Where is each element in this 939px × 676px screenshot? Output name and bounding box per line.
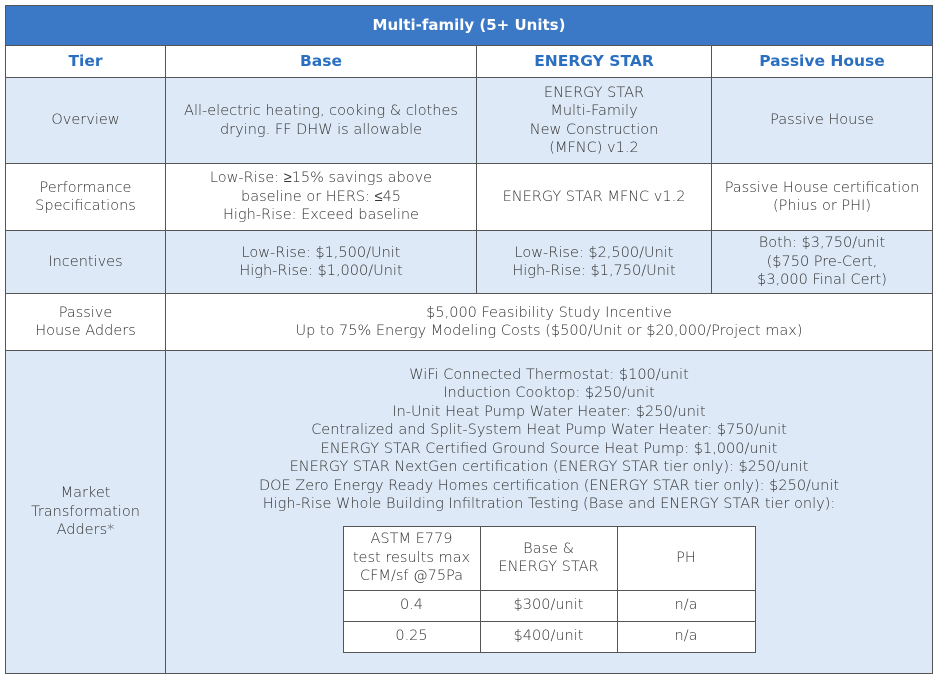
sub-row: 0.4 $300/unit n/a [342,589,756,622]
header-cell: Base [165,45,477,78]
cell: $5,000 Feasibility Study Incentive Up to … [165,293,933,351]
text-line: $3,000 Final Cert) [757,272,887,289]
cell: Both: $3,750/unit ($750 Pre-Cert, $3,000 F… [711,230,933,294]
cell: WiFi Connected Thermostat: $100/unit Indu… [165,350,933,674]
text-line: Passive House [770,112,874,129]
sub-table: ASTM E779 test results max CFM/sf @75Pa Bas… [342,525,756,653]
text-line: Passive [58,304,113,321]
text-line: CFM/sf @75Pa [359,568,464,585]
title-row: Multi-family (5+ Units) [5,5,933,46]
text-line: In-Unit Heat Pump Water Heater: $250/uni… [392,403,706,420]
text-line: Both: $3,750/unit [758,235,886,252]
table-title: Multi-family (5+ Units) [5,5,933,46]
page: Multi-family (5+ Units) Tier Base ENERGY ST… [5,5,933,674]
text-line: House Adders [35,323,136,339]
row-label: Performance Specifications [5,163,166,231]
cell: Low-Rise: $1,500/Unit High-Rise: $1,000/U… [165,230,477,294]
text-line: ENERGY STAR MFNC v1.2 [502,188,686,205]
text-line: drying. FF DHW is allowable [219,121,423,138]
text-line: baseline or HERS: ≤45 [240,188,402,205]
row-label: Overview [5,77,166,164]
text-line: Low-Rise: $2,500/Unit [514,244,674,261]
text-line: Performance [39,179,132,196]
header-cell: Tier [5,45,166,78]
text-line: Specifications [35,198,136,214]
text-line: ENERGY STAR NextGen certification (ENERG… [289,459,809,475]
text-line: All-electric heating, cooking & clothes [184,103,458,119]
sub-cell: n/a [616,620,756,653]
text-line: Adders* [56,522,115,539]
text-line: Incentives [48,253,123,270]
text-line: (Phius or PHI) [773,198,871,214]
sub-cell: $300/unit [479,589,618,622]
sub-cell: n/a [616,589,756,622]
cell: Passive House [711,77,933,164]
sub-row: 0.25 $400/unit n/a [342,620,756,653]
text-line: Low-Rise: $1,500/Unit [241,244,401,261]
text-line: $5,000 Feasibility Study Incentive [426,304,672,321]
cell: Passive House certification (Phius or PHI… [711,163,933,231]
sub-cell: 0.4 [342,589,481,622]
main-table: Multi-family (5+ Units) Tier Base ENERGY ST… [5,5,933,674]
sub-header-row: ASTM E779 test results max CFM/sf @75Pa Bas… [342,525,756,591]
text-line: Passive House certification [724,179,920,196]
text-line: Market [60,485,111,502]
sub-header-cell: ASTM E779 test results max CFM/sf @75Pa [342,525,481,591]
table-row: Performance Specifications Low-Rise: ≥15% … [5,163,933,231]
table-row: Passive House Adders $5,000 Feasibility St… [5,293,933,351]
text-line: High-Rise: $1,750/Unit [512,263,676,279]
cell: Low-Rise: $2,500/Unit High-Rise: $1,750/U… [476,230,712,294]
text-line: Base & [523,540,574,557]
cell: All-electric heating, cooking & clothes d… [165,77,477,164]
row-label: Passive House Adders [5,293,166,351]
text-line: ENERGY STAR [498,559,599,575]
text-line: (MFNC) v1.2 [549,140,639,156]
text-line: ($750 Pre-Cert, [766,253,878,270]
text-line: PH [676,549,696,566]
text-line: Low-Rise: ≥15% savings above [209,170,433,187]
cell: ENERGY STAR Multi-Family New Construction (… [476,77,712,164]
text-line: ASTM E779 [370,531,453,548]
header-cell: ENERGY STAR [476,45,712,78]
text-line: High-Rise: Exceed baseline [223,207,419,224]
text-line: Up to 75% Energy Modeling Costs ($500/Un… [295,323,803,339]
header-row: Tier Base ENERGY STAR Passive House [5,45,933,78]
text-line: DOE Zero Energy Ready Homes certificatio… [258,477,840,494]
text-line: High-Rise Whole Building Infiltration Te… [262,496,836,512]
text-line: Transformation [31,503,140,520]
text-line: Overview [51,112,120,129]
text-line: Centralized and Split-System Heat Pump W… [311,422,787,438]
table-row: Market Transformation Adders* WiFi Connecte… [5,350,933,674]
text-line: test results max [352,549,471,566]
cell: Low-Rise: ≥15% savings above baseline or … [165,163,477,231]
cell: ENERGY STAR MFNC v1.2 [476,163,712,231]
text-line: WiFi Connected Thermostat: $100/unit [409,366,689,383]
text-line: New Construction [529,121,659,138]
table-row: Overview All-electric heating, cooking & … [5,77,933,164]
sub-header-cell: Base & ENERGY STAR [479,525,618,591]
sub-cell: 0.25 [342,620,481,653]
sub-header-cell: PH [616,525,756,591]
text-line: High-Rise: $1,000/Unit [239,263,403,279]
text-line: Induction Cooktop: $250/unit [443,385,655,401]
row-label: Market Transformation Adders* [5,350,166,674]
text-line: ENERGY STAR Certified Ground Source Heat… [320,440,778,457]
text-line: Multi-Family [550,103,638,119]
text-line: ENERGY STAR [543,84,645,101]
sub-cell: $400/unit [479,620,618,653]
header-cell: Passive House [711,45,933,78]
table-row: Incentives Low-Rise: $1,500/Unit High-Rise… [5,230,933,294]
row-label: Incentives [5,230,166,294]
